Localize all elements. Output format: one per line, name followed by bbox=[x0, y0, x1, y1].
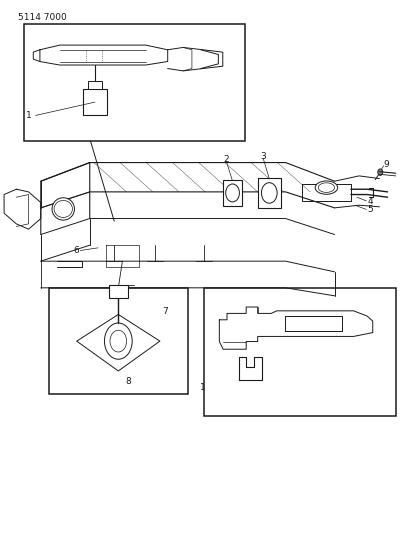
Circle shape bbox=[104, 323, 132, 359]
Bar bbox=[204, 288, 396, 416]
Text: 7: 7 bbox=[163, 307, 169, 316]
Bar bbox=[24, 24, 245, 141]
Text: 4: 4 bbox=[367, 197, 373, 206]
Ellipse shape bbox=[54, 200, 73, 217]
Ellipse shape bbox=[262, 183, 277, 203]
Bar bbox=[223, 180, 242, 206]
Text: 5: 5 bbox=[367, 205, 373, 214]
Ellipse shape bbox=[315, 181, 338, 195]
Text: 1: 1 bbox=[200, 383, 205, 392]
Text: 8: 8 bbox=[125, 377, 131, 386]
Ellipse shape bbox=[52, 198, 75, 220]
Ellipse shape bbox=[226, 184, 239, 202]
Circle shape bbox=[110, 330, 126, 352]
Text: 6: 6 bbox=[74, 246, 80, 255]
Text: 3: 3 bbox=[260, 152, 266, 161]
Bar bbox=[83, 89, 107, 116]
Bar bbox=[49, 288, 188, 394]
Bar bbox=[258, 178, 281, 207]
Circle shape bbox=[378, 169, 383, 175]
Ellipse shape bbox=[318, 183, 335, 192]
Text: 5114 7000: 5114 7000 bbox=[18, 13, 67, 22]
Bar bbox=[88, 81, 102, 89]
Text: 1: 1 bbox=[26, 111, 31, 120]
Text: 9: 9 bbox=[384, 160, 389, 168]
Text: 2: 2 bbox=[224, 156, 229, 164]
Bar bbox=[109, 285, 128, 297]
